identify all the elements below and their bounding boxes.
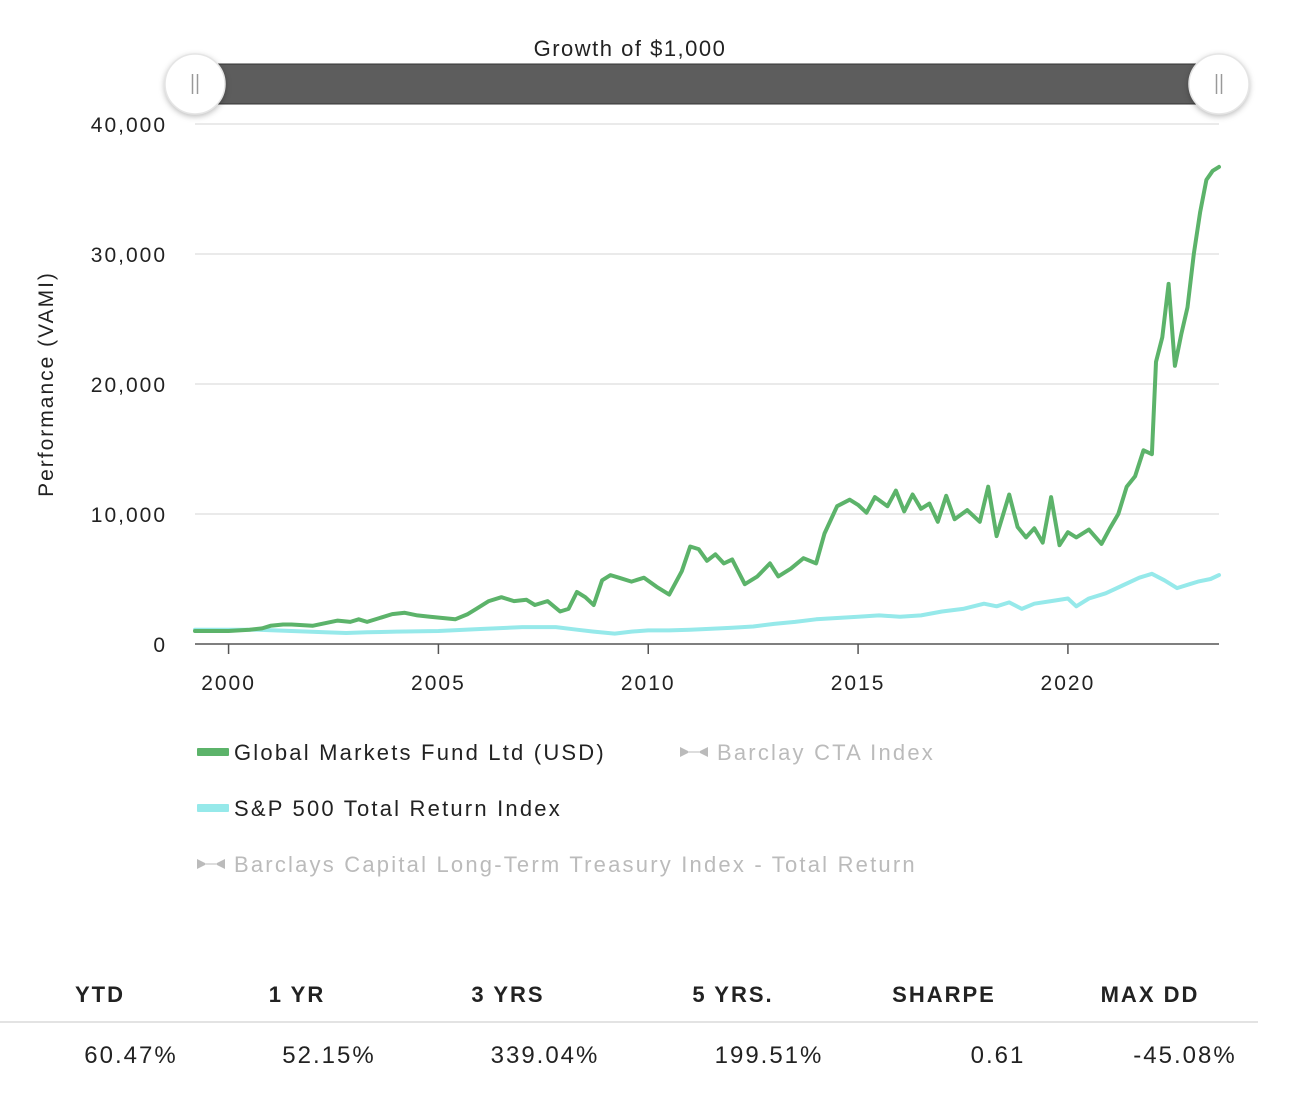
series-lines — [193, 164, 1221, 636]
series-line-2 — [193, 571, 1221, 636]
chart-title: Growth of $1,000 — [534, 36, 727, 61]
range-handle-left[interactable] — [164, 53, 226, 115]
stat-header: SHARPE — [892, 982, 996, 1007]
chart-legend[interactable]: Global Markets Fund Ltd (USD) Barclay CTA… — [197, 740, 935, 877]
legend-item-0[interactable]: Global Markets Fund Ltd (USD) — [197, 740, 606, 765]
legend-hidden-marker-icon — [197, 859, 225, 869]
y-tick-label: 40,000 — [91, 114, 167, 137]
stat-value: -45.08% — [1133, 1042, 1237, 1069]
legend-swatch — [197, 804, 229, 812]
legend-item-1[interactable]: Barclay CTA Index — [680, 740, 935, 765]
stat-header: 3 YRS — [471, 982, 545, 1007]
x-tick-label: 2010 — [621, 672, 676, 695]
stats-divider — [0, 1021, 1258, 1023]
y-tick-label: 0 — [153, 634, 167, 657]
y-tick-label: 30,000 — [91, 244, 167, 267]
legend-label: Global Markets Fund Ltd (USD) — [234, 740, 606, 765]
legend-swatch — [197, 748, 229, 756]
legend-label: S&P 500 Total Return Index — [234, 796, 562, 821]
growth-chart: Growth of $1,000 Performance (VAMI) 0 10,… — [35, 36, 1250, 877]
x-tick-label: 2020 — [1041, 672, 1096, 695]
x-tick-label: 2005 — [411, 672, 466, 695]
stat-value: 199.51% — [714, 1042, 824, 1069]
y-axis-ticks: 0 10,000 20,000 30,000 40,000 — [91, 114, 167, 657]
stat-header: 5 YRS. — [692, 982, 774, 1007]
legend-item-3[interactable]: Barclays Capital Long-Term Treasury Inde… — [197, 852, 917, 877]
x-axis-ticks: 2000 2005 2010 2015 2020 — [201, 644, 1096, 695]
x-tick-label: 2015 — [831, 672, 886, 695]
series-line-0 — [193, 164, 1221, 633]
legend-hidden-marker-icon — [680, 747, 708, 757]
range-navigator[interactable] — [164, 53, 1250, 115]
legend-label: Barclays Capital Long-Term Treasury Inde… — [234, 852, 917, 877]
stat-value: 60.47% — [84, 1042, 178, 1069]
stat-header: YTD — [75, 982, 125, 1007]
stat-value: 0.61 — [970, 1042, 1026, 1069]
y-axis-label: Performance (VAMI) — [35, 271, 58, 497]
stat-value: 339.04% — [490, 1042, 600, 1069]
range-navigator-track[interactable] — [194, 63, 1220, 105]
grid-lines — [195, 123, 1219, 515]
stat-header: MAX DD — [1100, 982, 1200, 1007]
x-tick-label: 2000 — [201, 672, 256, 695]
stat-header: 1 YR — [268, 982, 326, 1007]
stat-value: 52.15% — [282, 1042, 376, 1069]
range-handle-right[interactable] — [1188, 53, 1250, 115]
legend-item-2[interactable]: S&P 500 Total Return Index — [197, 796, 562, 821]
y-tick-label: 20,000 — [91, 374, 167, 397]
legend-label: Barclay CTA Index — [717, 740, 935, 765]
y-tick-label: 10,000 — [91, 504, 167, 527]
